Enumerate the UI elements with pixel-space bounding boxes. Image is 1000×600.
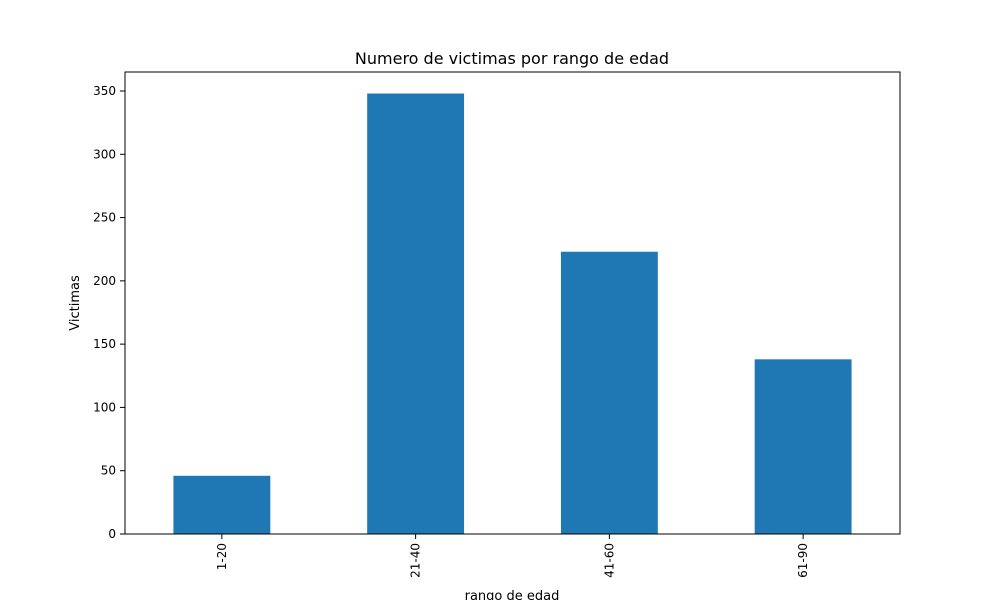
bar-61-90 [754, 359, 852, 534]
x-tick-label: 21-40 [409, 543, 423, 578]
x-tick-label: 41-60 [602, 543, 616, 578]
bar-1-20 [173, 475, 271, 534]
y-tick-label: 350 [93, 84, 116, 98]
x-tick-label: 61-90 [796, 543, 810, 578]
x-axis-label: rango de edad [465, 589, 560, 600]
y-tick-label: 250 [93, 211, 116, 225]
y-tick-label: 200 [93, 274, 116, 288]
y-tick-label: 50 [101, 464, 116, 478]
y-tick-label: 150 [93, 337, 116, 351]
chart-title: Numero de victimas por rango de edad [355, 49, 669, 68]
bar-21-40 [367, 93, 465, 534]
y-tick-label: 0 [108, 527, 116, 541]
x-tick-label: 1-20 [215, 543, 229, 570]
plot-frame [124, 71, 901, 535]
bar-41-60 [560, 251, 658, 534]
x-axis: 1-20 21-40 41-60 61-90 [215, 534, 810, 578]
y-tick-label: 300 [93, 147, 116, 161]
y-axis-label: Victimas [68, 275, 83, 331]
bars-group [173, 93, 852, 534]
y-tick-label: 100 [93, 400, 116, 414]
y-axis: 0 50 100 150 200 250 300 350 [93, 84, 125, 541]
